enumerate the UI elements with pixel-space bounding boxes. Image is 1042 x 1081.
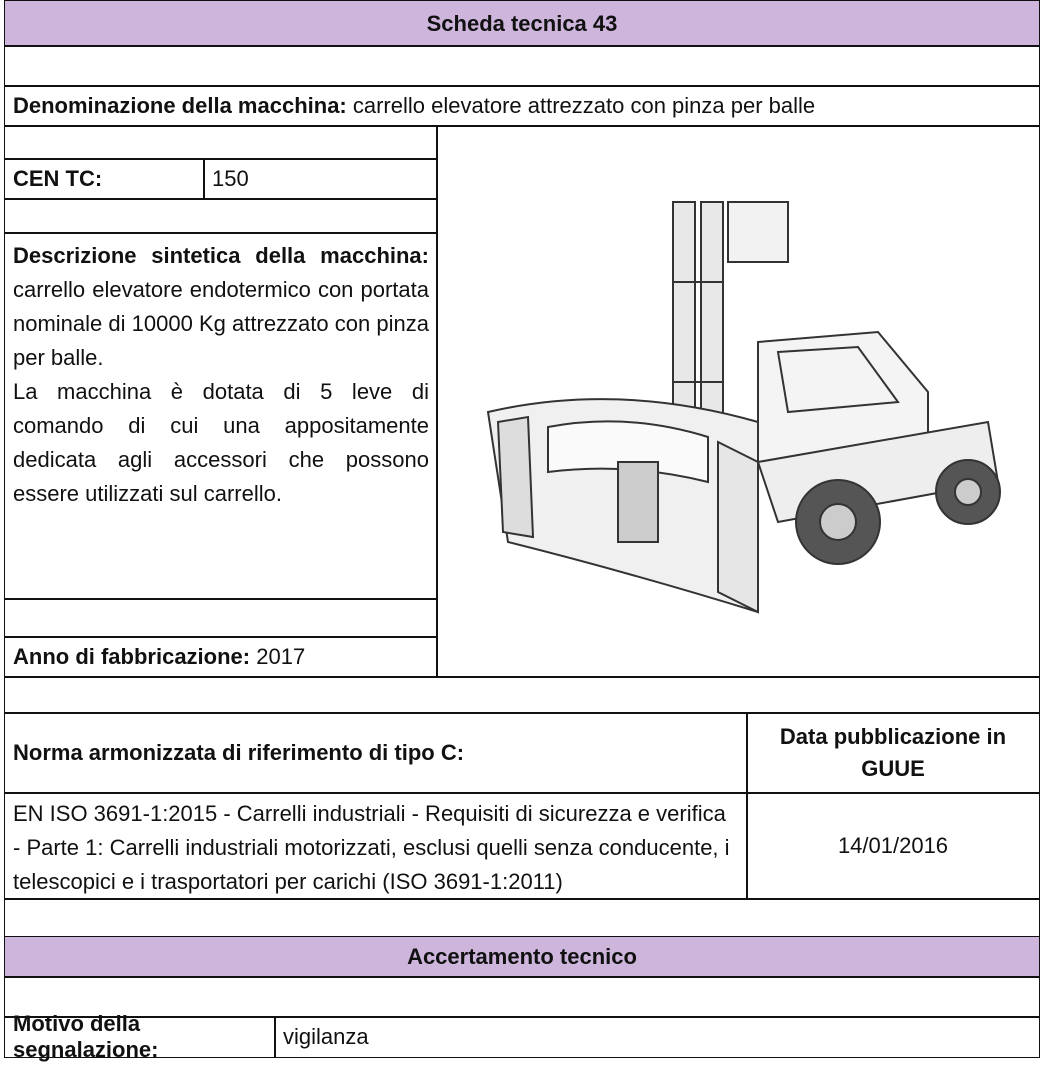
year-row: Anno di fabbricazione: 2017 — [4, 636, 438, 678]
empty-row — [4, 898, 1040, 938]
assessment-title: Accertamento tecnico — [407, 944, 637, 969]
forklift-illustration — [486, 200, 1001, 614]
standard-header-cell: Norma armonizzata di riferimento di tipo… — [4, 712, 748, 794]
empty-row — [4, 45, 1040, 87]
description-label: Descrizione sintetica della macchina: — [13, 243, 429, 268]
empty-row — [4, 198, 438, 234]
cen-value: 150 — [212, 166, 249, 191]
empty-row — [4, 598, 438, 638]
cen-label: CEN TC: — [13, 166, 103, 191]
reason-label: Motivo della segnalazione: — [13, 1011, 159, 1062]
title-cell: Scheda tecnica 43 — [4, 0, 1040, 47]
assessment-title-cell: Accertamento tecnico — [4, 936, 1040, 978]
description-text: carrello elevatore endotermico con porta… — [13, 277, 429, 370]
year-label: Anno di fabbricazione: — [13, 644, 251, 669]
date-cell: 14/01/2016 — [746, 792, 1040, 900]
cen-label-cell: CEN TC: — [4, 158, 205, 200]
empty-row — [4, 976, 1040, 1018]
reason-value: vigilanza — [283, 1024, 369, 1049]
title: Scheda tecnica 43 — [426, 10, 618, 36]
empty-row — [4, 676, 1040, 714]
standard-date: 14/01/2016 — [837, 833, 949, 858]
year-value: 2017 — [256, 644, 306, 669]
standard-header: Norma armonizzata di riferimento di tipo… — [13, 740, 465, 765]
empty-row — [4, 125, 438, 160]
standard-text: EN ISO 3691-1:2015 - Carrelli industrial… — [13, 801, 730, 894]
reason-value-cell: vigilanza — [274, 1016, 1040, 1058]
standard-text-cell: EN ISO 3691-1:2015 - Carrelli industrial… — [4, 792, 748, 900]
reason-label-cell: Motivo della segnalazione: — [4, 1011, 276, 1062]
date-header-cell: Data pubblicazione in GUUE — [746, 712, 1040, 794]
description-text-2: La macchina è dotata di 5 leve di comand… — [13, 379, 429, 506]
description-cell: Descrizione sintetica della macchina: ca… — [4, 232, 438, 600]
machine-row: Denominazione della macchina: carrello e… — [4, 85, 1040, 127]
date-header: Data pubblicazione in GUUE — [779, 724, 1007, 781]
cen-value-cell: 150 — [203, 158, 438, 200]
machine-label: Denominazione della macchina: — [13, 93, 347, 118]
image-cell — [436, 125, 1040, 678]
machine-value: carrello elevatore attrezzato con pinza … — [352, 93, 816, 118]
